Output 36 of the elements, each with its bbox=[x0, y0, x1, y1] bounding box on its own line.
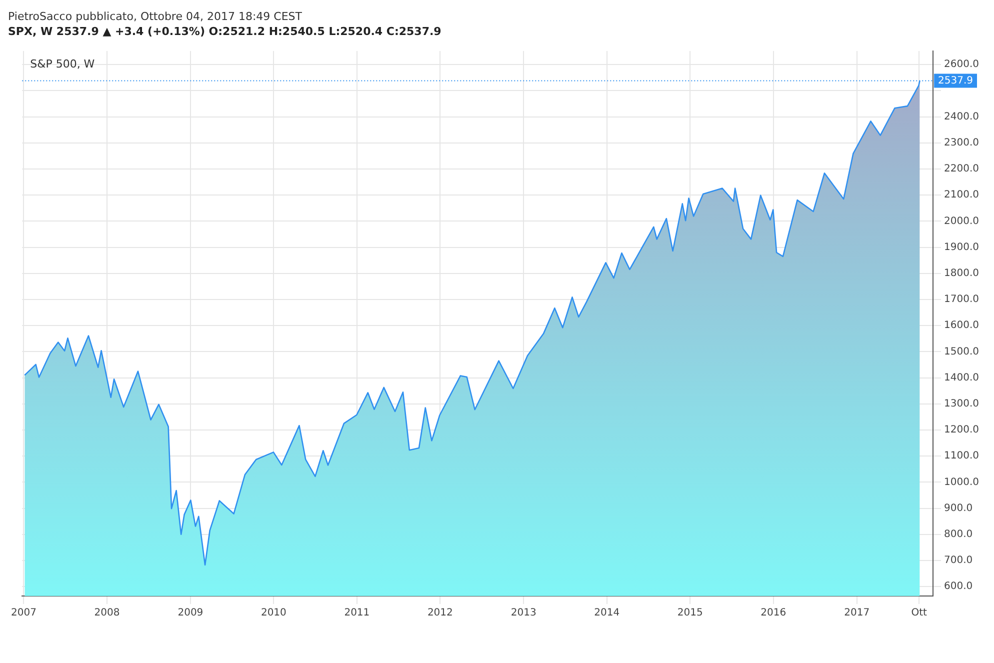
y-tick-label: 1500.0 bbox=[944, 346, 980, 358]
x-tick-label: 2010 bbox=[260, 608, 286, 619]
y-tick-label: 1100.0 bbox=[944, 450, 980, 462]
x-tick-label: 2014 bbox=[594, 608, 620, 619]
y-tick-label: 900.0 bbox=[944, 502, 973, 514]
y-tick-label: 2100.0 bbox=[944, 190, 980, 201]
text: PietroSacco pubblicato, Ottobre 04, 2017 18:49 CEST bbox=[8, 9, 303, 23]
x-tick-label: 2007 bbox=[11, 608, 36, 619]
y-tick-label: 1600.0 bbox=[944, 320, 980, 332]
x-tick-label: 2017 bbox=[844, 608, 870, 619]
text: SPX, W 2537.9 ▲ +3.4 (+0.13%) O:2521.2 H:2540.5 L:2520.4 C:2537.9 bbox=[8, 24, 442, 40]
ref-line-label: 2537.9 bbox=[938, 75, 974, 86]
y-tick-label: 2000.0 bbox=[944, 216, 980, 227]
y-tick-label: 2400.0 bbox=[944, 111, 980, 122]
y-tick-label: 1800.0 bbox=[944, 268, 980, 279]
x-tick-label: 2011 bbox=[344, 608, 370, 619]
x-tick-label: Ott bbox=[911, 608, 928, 619]
x-tick-label: 2012 bbox=[427, 608, 453, 619]
y-tick-label: 700.0 bbox=[944, 555, 973, 566]
x-tick-label: 2013 bbox=[510, 608, 536, 619]
y-tick-label: 2300.0 bbox=[944, 137, 980, 148]
y-tick-label: 1200.0 bbox=[944, 424, 980, 436]
x-tick-label: 2015 bbox=[677, 608, 703, 619]
x-tick-label: 2009 bbox=[178, 608, 204, 619]
x-tick-label: 2016 bbox=[760, 608, 786, 619]
y-tick-label: 600.0 bbox=[944, 581, 973, 592]
y-tick-label: 2200.0 bbox=[944, 164, 980, 175]
x-tick-label: 2008 bbox=[94, 608, 120, 619]
y-tick-label: 800.0 bbox=[944, 528, 973, 540]
y-tick-label: 1900.0 bbox=[944, 242, 980, 253]
y-tick-label: 1000.0 bbox=[944, 476, 980, 488]
y-tick-label: 1400.0 bbox=[944, 372, 980, 384]
text: S&P 500, W bbox=[30, 57, 95, 70]
y-tick-label: 1700.0 bbox=[944, 294, 980, 306]
y-tick-label: 2600.0 bbox=[944, 59, 980, 70]
y-tick-label: 1300.0 bbox=[944, 398, 980, 410]
